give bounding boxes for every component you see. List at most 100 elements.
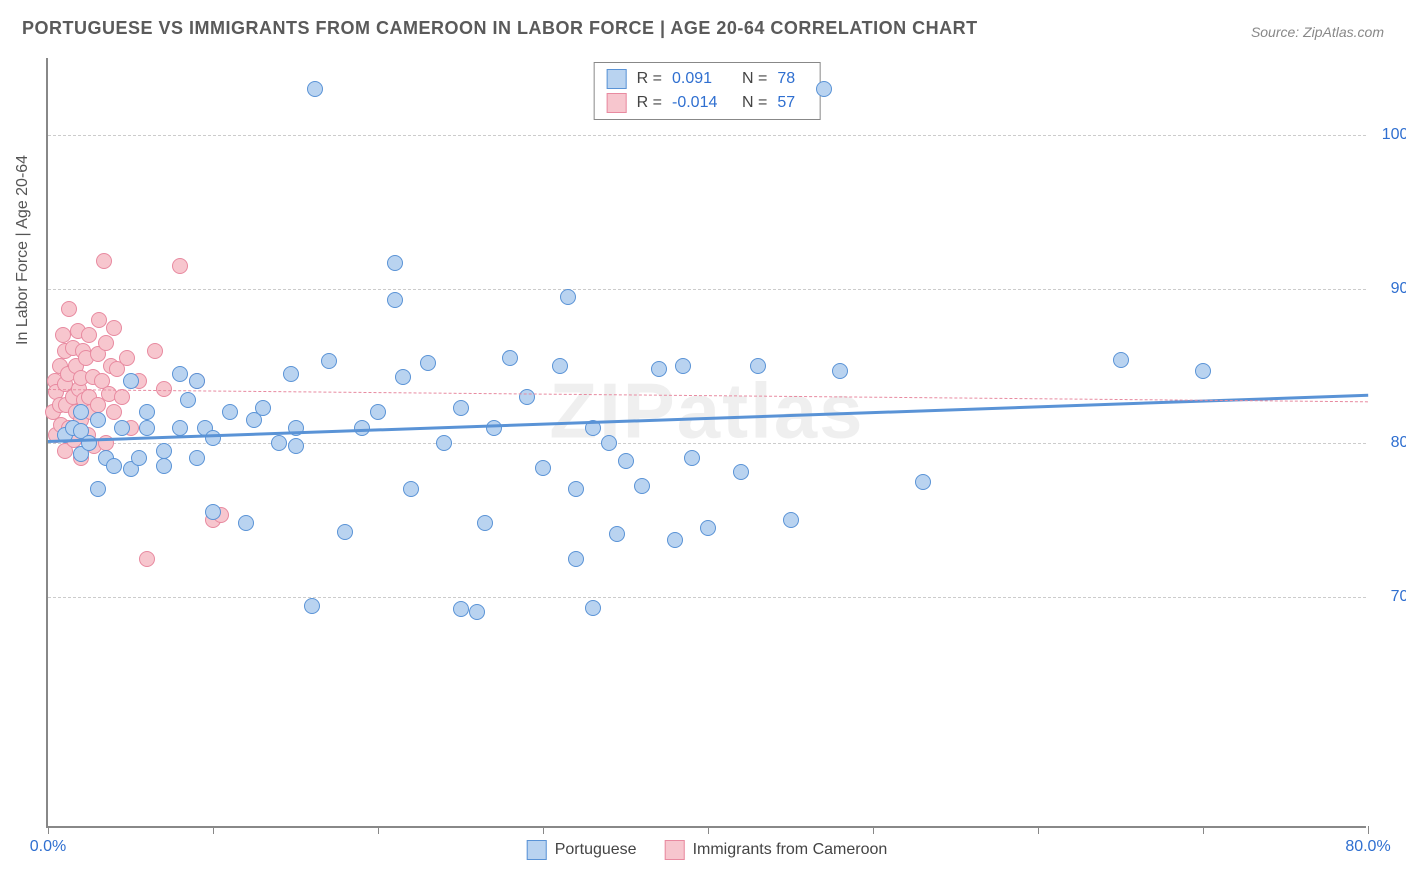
data-point bbox=[816, 81, 832, 97]
correlation-legend: R = 0.091 N = 78 R = -0.014 N = 57 bbox=[594, 62, 821, 120]
data-point bbox=[172, 420, 188, 436]
data-point bbox=[156, 458, 172, 474]
x-tick bbox=[48, 826, 49, 834]
gridline bbox=[48, 289, 1366, 290]
data-point bbox=[98, 335, 114, 351]
data-point bbox=[560, 289, 576, 305]
data-point bbox=[618, 453, 634, 469]
data-point bbox=[114, 420, 130, 436]
n-value-series-1: 78 bbox=[777, 70, 807, 88]
legend-row-series-2: R = -0.014 N = 57 bbox=[607, 91, 808, 115]
data-point bbox=[783, 512, 799, 528]
data-point bbox=[502, 350, 518, 366]
data-point bbox=[189, 450, 205, 466]
legend-label-series-1: Portuguese bbox=[555, 841, 637, 859]
y-tick-label: 70.0% bbox=[1376, 588, 1406, 606]
data-point bbox=[156, 443, 172, 459]
data-point bbox=[96, 253, 112, 269]
data-point bbox=[535, 460, 551, 476]
data-point bbox=[832, 363, 848, 379]
data-point bbox=[684, 450, 700, 466]
data-point bbox=[915, 474, 931, 490]
gridline bbox=[48, 135, 1366, 136]
gridline bbox=[48, 597, 1366, 598]
data-point bbox=[90, 412, 106, 428]
trend-line bbox=[48, 389, 1368, 402]
data-point bbox=[147, 343, 163, 359]
x-tick bbox=[1038, 826, 1039, 834]
data-point bbox=[585, 600, 601, 616]
n-label: N = bbox=[742, 94, 767, 112]
series-legend: Portuguese Immigrants from Cameroon bbox=[527, 840, 888, 860]
swatch-series-2-bottom bbox=[665, 840, 685, 860]
swatch-series-1-bottom bbox=[527, 840, 547, 860]
data-point bbox=[601, 435, 617, 451]
data-point bbox=[651, 361, 667, 377]
data-point bbox=[271, 435, 287, 451]
data-point bbox=[61, 301, 77, 317]
x-tick bbox=[1368, 826, 1369, 834]
data-point bbox=[667, 532, 683, 548]
data-point bbox=[634, 478, 650, 494]
data-point bbox=[114, 389, 130, 405]
data-point bbox=[750, 358, 766, 374]
y-tick-label: 80.0% bbox=[1376, 434, 1406, 452]
plot-area: ZIPatlas R = 0.091 N = 78 R = -0.014 N =… bbox=[46, 58, 1366, 828]
data-point bbox=[238, 515, 254, 531]
data-point bbox=[106, 458, 122, 474]
x-tick bbox=[213, 826, 214, 834]
data-point bbox=[700, 520, 716, 536]
swatch-series-1 bbox=[607, 69, 627, 89]
r-label: R = bbox=[637, 70, 662, 88]
n-value-series-2: 57 bbox=[777, 94, 807, 112]
data-point bbox=[106, 404, 122, 420]
data-point bbox=[337, 524, 353, 540]
legend-label-series-2: Immigrants from Cameroon bbox=[693, 841, 888, 859]
data-point bbox=[106, 320, 122, 336]
data-point bbox=[222, 404, 238, 420]
data-point bbox=[81, 327, 97, 343]
data-point bbox=[469, 604, 485, 620]
n-label: N = bbox=[742, 70, 767, 88]
data-point bbox=[370, 404, 386, 420]
data-point bbox=[123, 373, 139, 389]
data-point bbox=[189, 373, 205, 389]
data-point bbox=[119, 350, 135, 366]
data-point bbox=[453, 400, 469, 416]
x-tick bbox=[708, 826, 709, 834]
data-point bbox=[403, 481, 419, 497]
gridline bbox=[48, 443, 1366, 444]
data-point bbox=[180, 392, 196, 408]
legend-row-series-1: R = 0.091 N = 78 bbox=[607, 67, 808, 91]
data-point bbox=[307, 81, 323, 97]
data-point bbox=[387, 255, 403, 271]
r-value-series-1: 0.091 bbox=[672, 70, 732, 88]
y-tick-label: 100.0% bbox=[1376, 126, 1406, 144]
r-value-series-2: -0.014 bbox=[672, 94, 732, 112]
data-point bbox=[568, 481, 584, 497]
data-point bbox=[1195, 363, 1211, 379]
x-tick-label: 0.0% bbox=[30, 838, 66, 856]
data-point bbox=[321, 353, 337, 369]
data-point bbox=[283, 366, 299, 382]
data-point bbox=[733, 464, 749, 480]
x-tick bbox=[1203, 826, 1204, 834]
legend-item-series-1: Portuguese bbox=[527, 840, 637, 860]
source-attribution: Source: ZipAtlas.com bbox=[1251, 24, 1384, 40]
data-point bbox=[477, 515, 493, 531]
data-point bbox=[453, 601, 469, 617]
data-point bbox=[73, 404, 89, 420]
data-point bbox=[91, 312, 107, 328]
data-point bbox=[205, 504, 221, 520]
data-point bbox=[568, 551, 584, 567]
legend-item-series-2: Immigrants from Cameroon bbox=[665, 840, 888, 860]
data-point bbox=[90, 481, 106, 497]
y-axis-title: In Labor Force | Age 20-64 bbox=[14, 155, 32, 345]
data-point bbox=[552, 358, 568, 374]
data-point bbox=[1113, 352, 1129, 368]
chart-title: PORTUGUESE VS IMMIGRANTS FROM CAMEROON I… bbox=[22, 18, 978, 39]
swatch-series-2 bbox=[607, 93, 627, 113]
y-tick-label: 90.0% bbox=[1376, 280, 1406, 298]
data-point bbox=[354, 420, 370, 436]
data-point bbox=[387, 292, 403, 308]
